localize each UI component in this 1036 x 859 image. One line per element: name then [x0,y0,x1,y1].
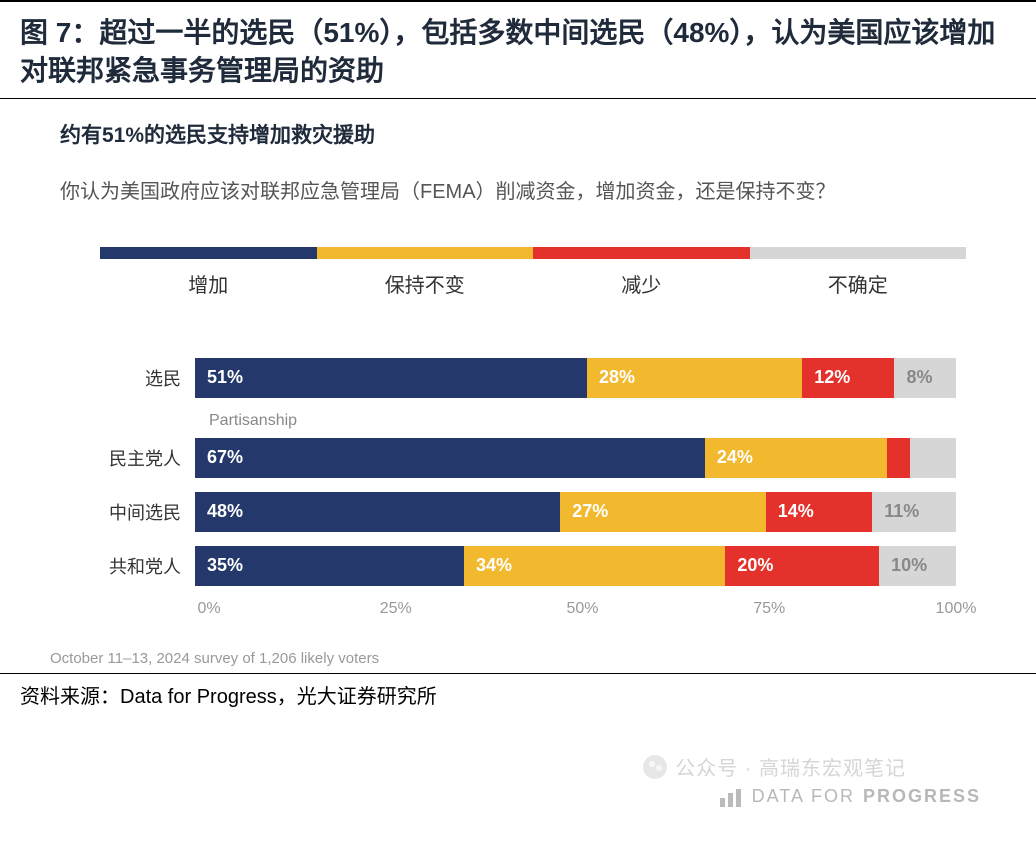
segment-value: 34% [476,555,512,576]
watermark-text: 公众号 · 高瑞东宏观笔记 [675,752,906,781]
bar-segment-increase: 48% [195,492,560,532]
bar-segment-unsure: 11% [872,492,956,532]
source-line: 资料来源：Data for Progress，光大证券研究所 [0,674,1036,709]
bar-track: 35% 34% 20% 10% [195,546,956,586]
bar-segment-increase: 35% [195,546,464,586]
chart-content: 约有51%的选民支持增加救灾援助 你认为美国政府应该对联邦应急管理局（FEMA）… [0,99,1036,667]
segment-value: 51% [207,367,243,388]
segment-value: 24% [717,447,753,468]
segment-value: 48% [207,501,243,522]
chart-question: 你认为美国政府应该对联邦应急管理局（FEMA）削减资金，增加资金，还是保持不变？ [60,177,986,207]
bar-track: 67% 24% [195,438,956,478]
row-label: 共和党人 [100,553,195,579]
segment-value: 14% [778,501,814,522]
segment-value: 10% [891,555,927,576]
legend-label: 增加 [100,269,317,298]
legend-label: 减少 [533,269,750,298]
bar-segment-increase: 67% [195,438,705,478]
legend-swatch [750,247,967,259]
bar-row: 共和党人 35% 34% 20% 10% [100,546,956,586]
brand-prefix: DATA FOR [752,786,855,807]
bar-row: 民主党人 67% 24% [100,438,956,478]
partisanship-label: Partisanship [209,412,956,430]
row-label: 中间选民 [100,499,195,525]
chart-bars: 选民51%28%12%8%Partisanship民主党人67%24%中间选民4… [100,358,956,630]
row-label: 选民 [100,365,195,391]
legend-swatch [100,247,317,259]
bar-segment-decrease: 14% [766,492,873,532]
segment-value: 27% [572,501,608,522]
row-label: 民主党人 [100,445,195,471]
bar-segment-same: 27% [560,492,765,532]
bar-segment-same: 24% [705,438,888,478]
bar-track: 51% 28% 12% 8% [195,358,956,398]
segment-value: 8% [906,367,932,388]
legend-item-unsure: 不确定 [750,247,967,298]
legend-item-decrease: 减少 [533,247,750,298]
legend-label: 保持不变 [317,269,534,298]
segment-value: 35% [207,555,243,576]
bar-segment-same: 34% [464,546,725,586]
bar-row: 中间选民 48% 27% 14% 11% [100,492,956,532]
bar-segment-decrease: 12% [802,358,894,398]
segment-value: 20% [737,555,773,576]
bar-chart-icon [720,789,742,807]
survey-note: October 11–13, 2024 survey of 1,206 like… [50,650,986,667]
watermark: 公众号 · 高瑞东宏观笔记 [643,752,906,781]
bar-segment-unsure [910,438,956,478]
bar-segment-unsure: 10% [879,546,956,586]
axis-tick: 25% [380,600,412,618]
figure-title: 图 7：超过一半的选民（51%），包括多数中间选民（48%），认为美国应该增加对… [0,2,1036,98]
chart-subtitle: 约有51%的选民支持增加救灾援助 [60,119,986,149]
data-for-progress-brand: DATA FOR PROGRESS [720,786,981,807]
legend-label: 不确定 [750,269,967,298]
bar-segment-unsure: 8% [894,358,955,398]
segment-value: 11% [884,501,919,522]
figure-container: 图 7：超过一半的选民（51%），包括多数中间选民（48%），认为美国应该增加对… [0,0,1036,859]
legend-swatch [533,247,750,259]
axis-tick: 75% [753,600,785,618]
bar-segment-decrease: 20% [725,546,879,586]
bar-segment-decrease [887,438,910,478]
bar-segment-increase: 51% [195,358,587,398]
bar-row: 选民 51% 28% 12% 8% [100,358,956,398]
axis-tick: 100% [936,600,977,618]
wechat-icon [643,755,667,779]
legend-item-increase: 增加 [100,247,317,298]
axis-tick: 50% [566,600,598,618]
x-axis: 0%25%50%75%100% [209,600,956,630]
segment-value: 12% [814,367,850,388]
bar-track: 48% 27% 14% 11% [195,492,956,532]
chart-legend: 增加保持不变减少不确定 [100,247,966,298]
segment-value: 28% [599,367,635,388]
legend-swatch [317,247,534,259]
legend-item-same: 保持不变 [317,247,534,298]
segment-value: 67% [207,447,243,468]
axis-tick: 0% [197,600,220,618]
bar-segment-same: 28% [587,358,802,398]
brand-strong: PROGRESS [863,786,981,807]
